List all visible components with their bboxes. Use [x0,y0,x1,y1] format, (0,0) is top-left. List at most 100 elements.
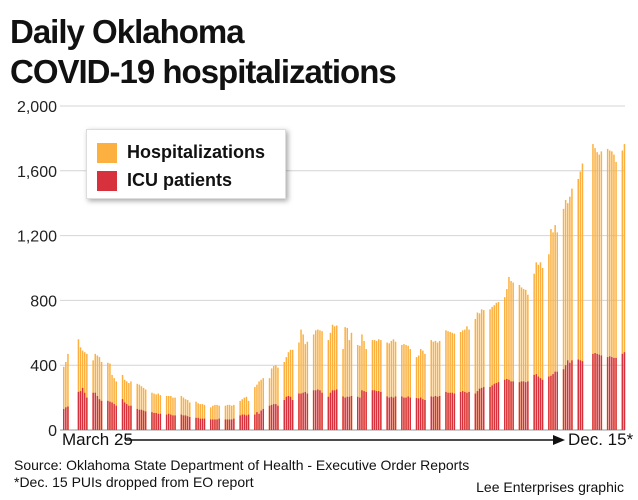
icu-bar [483,387,485,430]
icu-bar [113,404,115,430]
icu-bar [447,392,449,430]
icu-bar [302,392,304,430]
hospitalizations-bar [409,349,411,430]
icu-bar [571,360,573,430]
hospitalizations-bar [623,144,626,430]
hospitalizations-bar [359,345,361,430]
hospitalizations-bar [415,357,418,430]
hospitalizations-bar [245,396,248,430]
icu-bar [508,379,510,430]
icu-bar [371,390,374,430]
hospitalizations-bar [434,340,437,430]
icu-bar [596,353,598,430]
icu-bar [165,414,168,430]
icu-bar [224,419,227,430]
icu-bar [327,396,330,430]
icu-bar [262,408,264,430]
icu-bar [359,397,361,430]
hospitalizations-bar [525,289,527,430]
icu-bar [432,396,435,430]
hospitalizations-bar [287,352,290,430]
icu-bar [333,390,336,430]
icu-bar [365,391,367,430]
footnote: *Dec. 15 PUIs dropped from EO report [14,474,254,490]
legend-item-hospitalizations: Hospitalizations [97,142,265,163]
icu-bar [344,397,346,430]
icu-bar [434,395,437,430]
icu-bar [321,392,323,430]
icu-bar [228,419,231,430]
chart-title-line1: Daily Oklahoma [10,13,245,50]
hospitalizations-bar [392,339,395,430]
icu-bar [548,376,550,430]
hospitalizations-bar [302,334,304,430]
icu-bar [497,382,500,430]
arrow-head-icon [553,435,565,445]
icu-bar [390,396,393,430]
chart-title-line2: COVID-19 hospitalizations [10,53,397,90]
hospitalizations-bar [375,340,378,430]
icu-bar [615,357,617,430]
icu-bar [67,406,69,430]
credit: Lee Enterprises graphic [476,479,624,495]
hospitalizations-bar [203,404,206,430]
icu-bar [268,405,271,430]
icu-bar [159,413,162,430]
icu-bar [241,414,243,430]
hospitalizations-bar [504,297,506,430]
hospitalizations-bar [422,350,424,430]
icu-bar [537,376,540,430]
hospitalizations-bar [256,384,258,430]
icu-bar [247,414,250,430]
legend-label: ICU patients [127,170,233,190]
icu-bar [283,400,285,430]
hospitalizations-bar [96,355,99,430]
icu-bar [474,393,477,430]
legend-swatch-icu [97,170,117,191]
icu-bar [243,414,246,430]
icu-bar [420,397,422,430]
hospitalizations-bar [489,309,491,430]
hospitalizations-bar [67,353,69,430]
hospitalizations-bar [155,394,157,430]
hospitalizations-bar [224,405,227,430]
icu-bar [273,404,275,430]
icu-bar [462,391,464,430]
hospitalizations-bar [144,389,147,430]
icu-bar [550,375,552,430]
hospitalizations-bar [275,365,277,430]
hospitalizations-bar [327,340,330,430]
hospitalizations-bar [438,340,441,430]
hospitalizations-bar [474,319,477,430]
hospitalizations-bar [380,340,382,430]
y-tick-label: 1,200 [17,229,57,246]
hospitalizations-bar [212,405,214,430]
icu-bar [136,408,138,430]
icu-bar [348,396,351,430]
hospitalizations-bar [541,268,544,430]
icu-bar [140,409,143,430]
icu-bar [392,397,395,430]
icu-bar [270,404,273,430]
icu-bar [319,390,321,430]
icu-bar [216,419,218,430]
hospitalizations-bar [552,232,554,430]
hospitalizations-bar [357,344,359,430]
hospitalizations-bar [363,340,365,430]
hospitalizations-bar [535,262,537,430]
icu-bar [562,369,565,430]
icu-bar [63,408,65,430]
icu-bar [564,365,567,430]
icu-bar [123,402,126,430]
source-note: Source: Oklahoma State Department of Hea… [14,457,470,473]
icu-bar [422,399,424,430]
icu-bar [403,397,405,430]
icu-bar [289,396,292,430]
icu-bar [226,419,229,430]
icu-bar [285,396,288,430]
hospitalizations-bar [304,344,306,430]
icu-bar [451,392,453,430]
icu-bar [287,395,290,430]
icu-bar [554,371,556,430]
icu-bar [405,397,407,430]
